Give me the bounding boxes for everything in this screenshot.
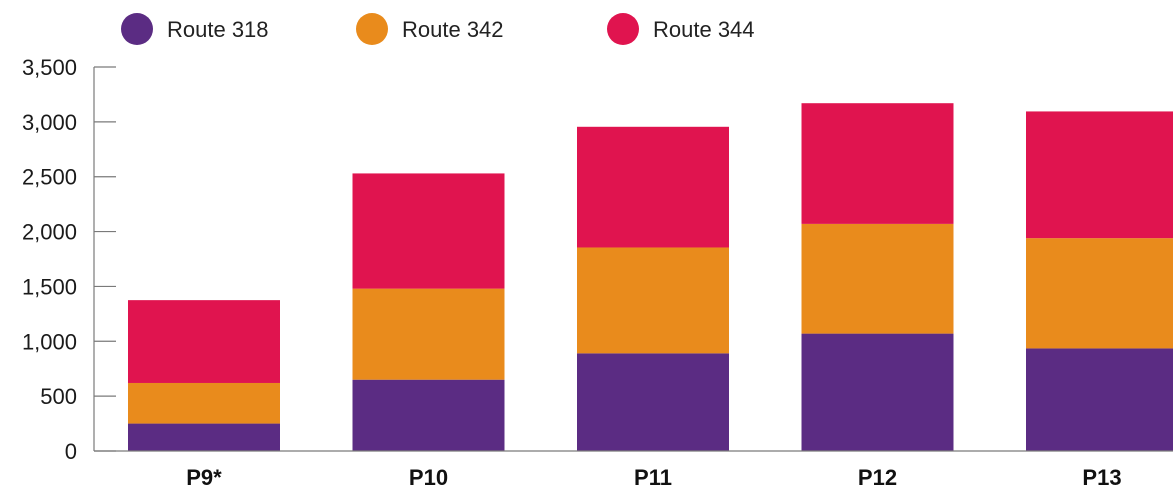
legend-label: Route 318 — [167, 17, 269, 42]
bar-segment-route-342 — [801, 223, 954, 334]
legend: Route 318 Route 342 Route 344 — [121, 13, 755, 45]
bars — [128, 103, 1173, 451]
bar-segment-route-344 — [1026, 111, 1173, 239]
y-tick-label: 3,500 — [22, 55, 77, 80]
x-category-label: P11 — [634, 465, 672, 488]
legend-swatch — [121, 13, 153, 45]
legend-swatch — [607, 13, 639, 45]
bar-segment-route-318 — [801, 333, 954, 451]
bar-segment-route-344 — [801, 103, 954, 224]
y-tick-label: 1,000 — [22, 329, 77, 354]
y-tick-label: 500 — [40, 384, 77, 409]
y-axis: 0 500 1,000 1,500 2,000 2,500 3,000 3,500 — [22, 55, 116, 464]
bar-segment-route-342 — [128, 382, 280, 424]
bar-segment-route-318 — [128, 423, 280, 451]
bar-segment-route-342 — [577, 247, 729, 354]
bar-segment-route-318 — [352, 379, 505, 451]
y-tick-label: 0 — [65, 439, 77, 464]
bar-segment-route-344 — [577, 126, 729, 248]
bar-segment-route-318 — [1026, 348, 1173, 451]
legend-swatch — [356, 13, 388, 45]
x-category-label: P12 — [858, 465, 897, 488]
x-category-label: P9* — [186, 465, 222, 488]
bar-segment-route-344 — [128, 300, 280, 383]
x-category-label: P13 — [1082, 465, 1121, 488]
x-category-label: P10 — [409, 465, 448, 488]
bar-segment-route-344 — [352, 173, 505, 289]
bar-segment-route-342 — [1026, 238, 1173, 349]
y-tick-label: 2,000 — [22, 220, 77, 245]
y-tick-label: 1,500 — [22, 274, 77, 299]
x-axis: P9* P10 P11 P12 P13 — [94, 450, 1173, 488]
bar-segment-route-318 — [577, 353, 729, 451]
y-tick-label: 3,000 — [22, 110, 77, 135]
legend-label: Route 344 — [653, 17, 755, 42]
y-tick-label: 2,500 — [22, 165, 77, 190]
bar-segment-route-342 — [352, 288, 505, 380]
legend-label: Route 342 — [402, 17, 504, 42]
